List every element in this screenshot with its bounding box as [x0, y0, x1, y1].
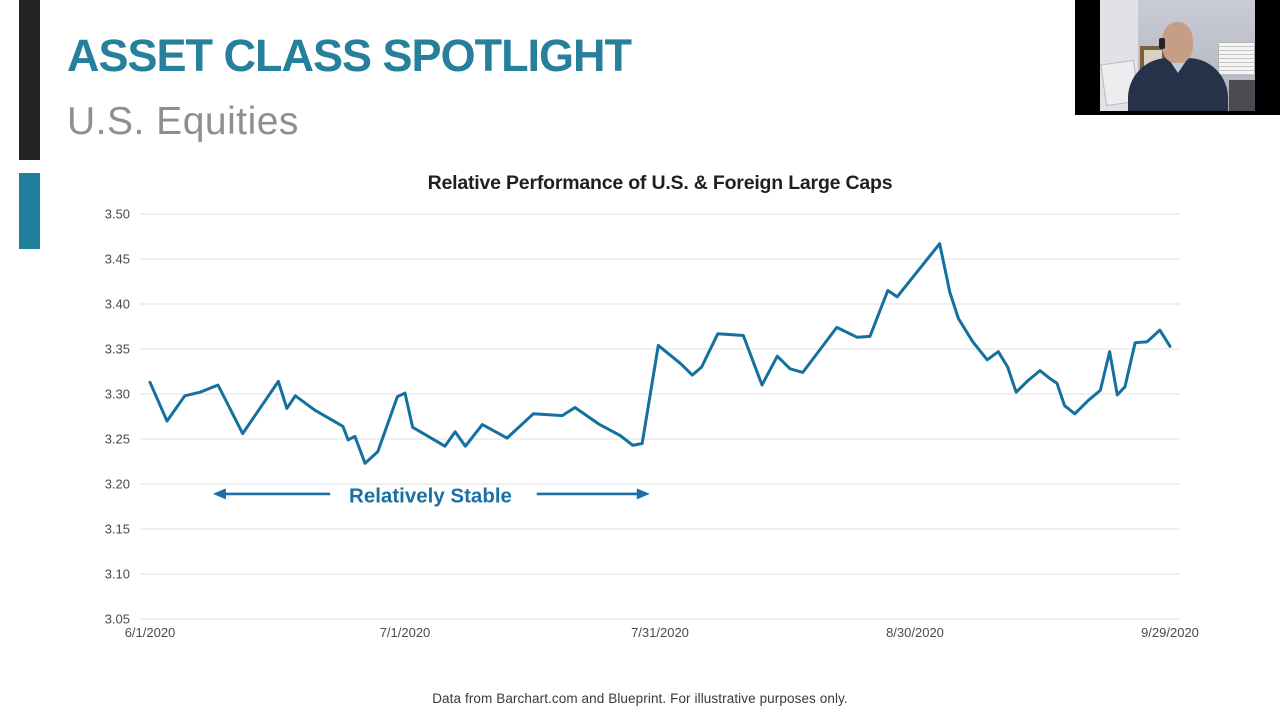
presenter-head — [1162, 22, 1193, 63]
office-desk — [1229, 80, 1255, 111]
accent-bar-black — [19, 0, 40, 160]
slide-kicker: ASSET CLASS SPOTLIGHT — [67, 30, 632, 81]
y-axis-tick-label: 3.15 — [105, 522, 130, 537]
webcam-frame — [1100, 0, 1255, 111]
y-axis-tick-label: 3.10 — [105, 567, 130, 582]
headset-icon — [1159, 38, 1165, 49]
annotation-arrowhead-left — [212, 488, 226, 500]
y-axis-tick-label: 3.25 — [105, 432, 130, 447]
annotation-arrowhead-right — [636, 488, 650, 500]
performance-line — [148, 242, 1172, 465]
y-axis-tick-label: 3.35 — [105, 342, 130, 357]
x-axis-tick-label: 7/31/2020 — [631, 625, 689, 640]
y-axis-tick-label: 3.40 — [105, 297, 130, 312]
y-axis-tick-label: 3.50 — [105, 207, 130, 222]
x-axis-tick-label: 6/1/2020 — [125, 625, 176, 640]
chart-title: Relative Performance of U.S. & Foreign L… — [427, 172, 893, 194]
performance-line-chart: 3.05 3.10 3.15 3.20 3.25 3.30 3.35 3.40 3.45 3.50… — [105, 207, 1199, 641]
y-axis-tick-label: 3.30 — [105, 387, 130, 402]
slide-subtitle: U.S. Equities — [67, 100, 299, 143]
y-axis-tick-label: 3.45 — [105, 252, 130, 267]
x-axis-tick-label: 9/29/2020 — [1141, 625, 1199, 640]
accent-bar-teal — [19, 173, 40, 249]
presenter-webcam-video — [1075, 0, 1280, 115]
y-axis-tick-label: 3.20 — [105, 477, 130, 492]
annotation-relatively-stable: Relatively Stable — [349, 485, 512, 508]
x-axis-tick-label: 7/1/2020 — [380, 625, 431, 640]
footer-disclaimer: Data from Barchart.com and Blueprint. Fo… — [432, 691, 848, 706]
y-axis-tick-label: 3.05 — [105, 612, 130, 627]
x-axis-tick-label: 8/30/2020 — [886, 625, 944, 640]
whiteboard — [1218, 42, 1255, 76]
